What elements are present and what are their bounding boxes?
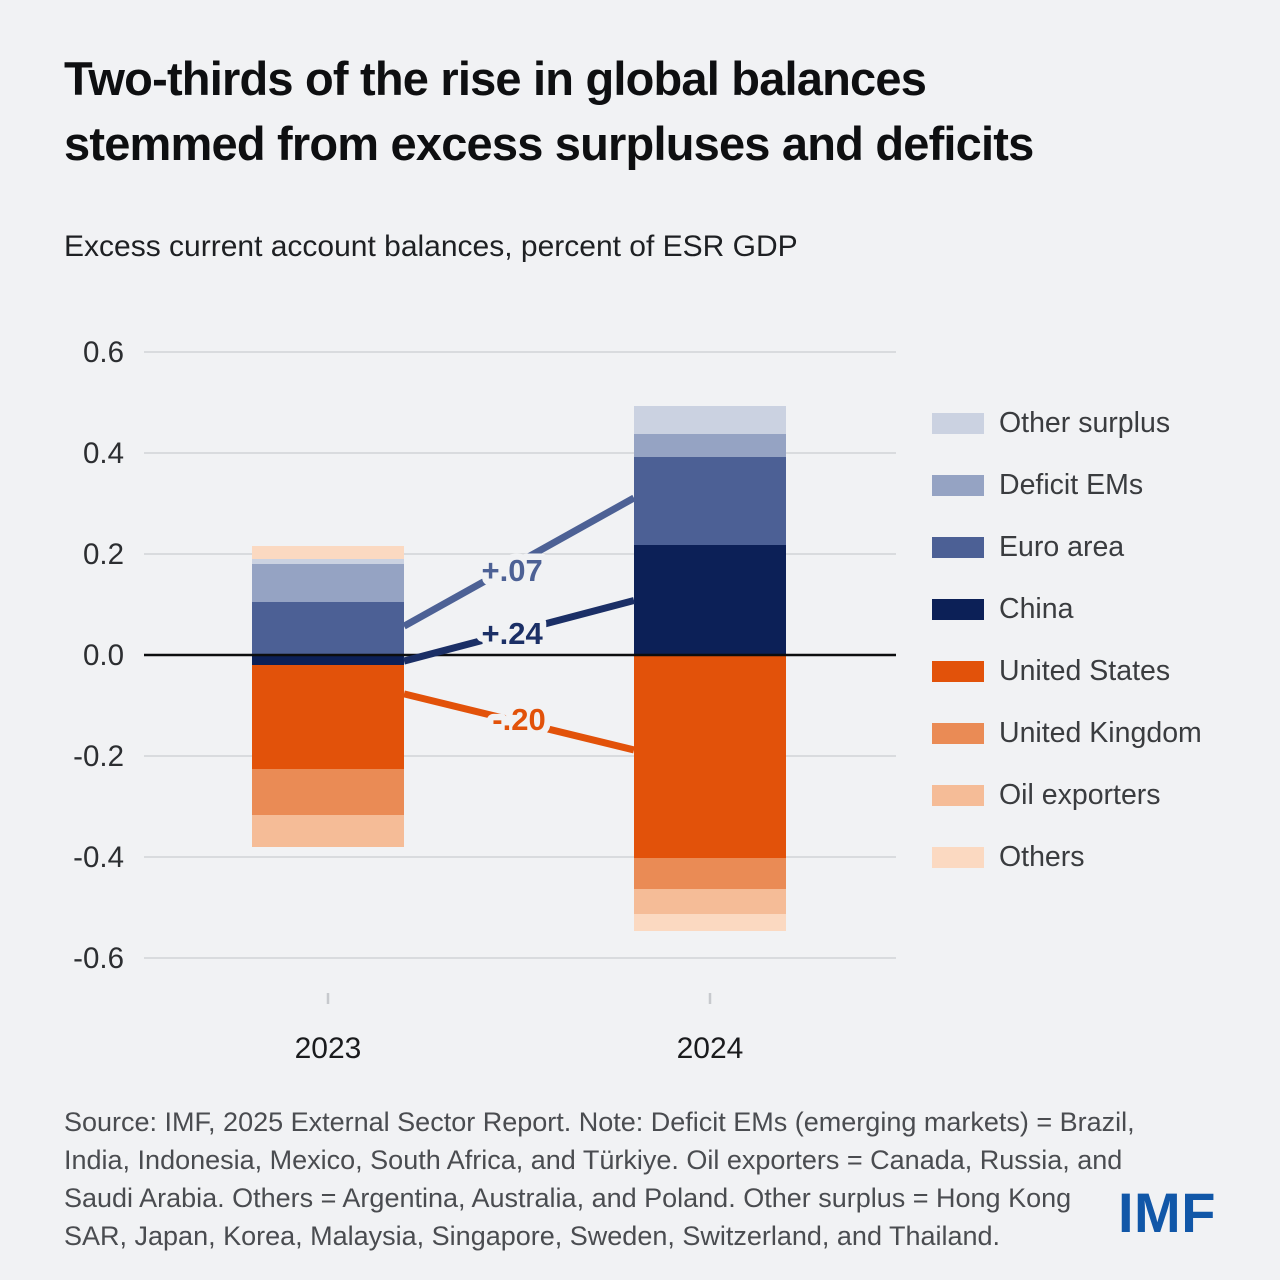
bar-segment-2024-china	[634, 544, 786, 655]
legend-item-deficit_ems: Deficit EMs	[932, 454, 1202, 516]
connector-line-united_states	[403, 690, 635, 754]
legend-label-deficit_ems: Deficit EMs	[999, 468, 1144, 501]
bar-segment-2023-other_surplus	[252, 559, 404, 565]
chart-title: Two-thirds of the rise in global balance…	[64, 46, 1204, 176]
source-note: Source: IMF, 2025 External Sector Report…	[64, 1103, 1164, 1255]
legend-item-china: China	[932, 578, 1202, 640]
legend-item-united_states: United States	[932, 640, 1202, 702]
legend-item-euro_area: Euro area	[932, 516, 1202, 578]
legend-swatch-oil_exporters	[932, 784, 984, 806]
legend-item-oil_exporters: Oil exporters	[932, 764, 1202, 826]
legend-item-others: Others	[932, 826, 1202, 888]
connector-line-euro_area	[402, 494, 636, 630]
chart-title-line-1: Two-thirds of the rise in global balance…	[64, 52, 927, 105]
legend-swatch-others	[932, 846, 984, 868]
y-tick-label-0.6: 0.6	[83, 336, 124, 369]
legend-swatch-china	[932, 598, 984, 620]
legend-label-euro_area: Euro area	[999, 530, 1125, 563]
y-tick-label--0.2: -0.2	[73, 740, 124, 773]
legend-label-united_states: United States	[999, 654, 1171, 687]
source-note-line-2: India, Indonesia, Mexico, South Africa, …	[64, 1145, 1123, 1175]
bar-segment-2023-oil_exporters	[252, 815, 404, 847]
connector-label-united_states: -.20	[492, 702, 545, 737]
bar-segment-2023-euro_area	[252, 601, 404, 655]
bar-segment-2024-oil_exporters	[634, 888, 786, 915]
legend-label-other_surplus: Other surplus	[999, 406, 1171, 439]
legend-label-others: Others	[999, 840, 1085, 873]
legend-swatch-united_states	[932, 660, 984, 682]
bar-segment-2024-deficit_ems	[634, 433, 786, 458]
bar-segment-2023-others	[252, 545, 404, 560]
y-tick-label--0.4: -0.4	[73, 841, 124, 874]
x-tick-label-2023: 2023	[295, 1032, 362, 1065]
bar-segment-2024-euro_area	[634, 457, 786, 545]
connector-line-china	[403, 597, 635, 665]
connector-label-china: +.24	[481, 616, 543, 651]
legend: Other surplus Deficit EMs Euro area China Un…	[932, 392, 1202, 888]
legend-swatch-other_surplus	[932, 412, 984, 434]
y-tick-label-0.2: 0.2	[83, 538, 124, 571]
legend-label-united_kingdom: United Kingdom	[999, 716, 1202, 749]
source-note-line-4: SAR, Japan, Korea, Malaysia, Singapore, …	[64, 1221, 1001, 1251]
x-tick-label-2024: 2024	[677, 1032, 744, 1065]
source-note-line-3: Saudi Arabia. Others = Argentina, Austra…	[64, 1183, 1072, 1213]
chart-title-line-2: stemmed from excess surpluses and defici…	[64, 117, 1034, 170]
legend-swatch-euro_area	[932, 536, 984, 558]
bar-segment-2024-others	[634, 914, 786, 932]
legend-item-united_kingdom: United Kingdom	[932, 702, 1202, 764]
y-tick-label--0.6: -0.6	[73, 942, 124, 975]
bar-segment-2024-united_states	[634, 655, 786, 859]
bar-segment-2023-deficit_ems	[252, 564, 404, 602]
connector-label-euro_area: +.07	[481, 553, 542, 588]
bar-segment-2023-china	[252, 655, 404, 666]
y-tick-label-0.4: 0.4	[83, 437, 124, 470]
bar-segment-2024-united_kingdom	[634, 858, 786, 889]
chart-subtitle: Excess current account balances, percent…	[64, 230, 798, 263]
bar-segment-2023-united_states	[252, 665, 404, 770]
bar-segment-2024-other_surplus	[634, 406, 786, 434]
source-note-line-1: Source: IMF, 2025 External Sector Report…	[64, 1107, 1135, 1137]
legend-label-china: China	[999, 592, 1074, 625]
legend-swatch-deficit_ems	[932, 474, 984, 496]
legend-label-oil_exporters: Oil exporters	[999, 778, 1161, 811]
legend-item-other_surplus: Other surplus	[932, 392, 1202, 454]
legend-swatch-united_kingdom	[932, 722, 984, 744]
bar-segment-2023-united_kingdom	[252, 769, 404, 816]
y-tick-label-0.0: 0.0	[83, 639, 124, 672]
imf-logo: IMF	[1118, 1181, 1216, 1244]
